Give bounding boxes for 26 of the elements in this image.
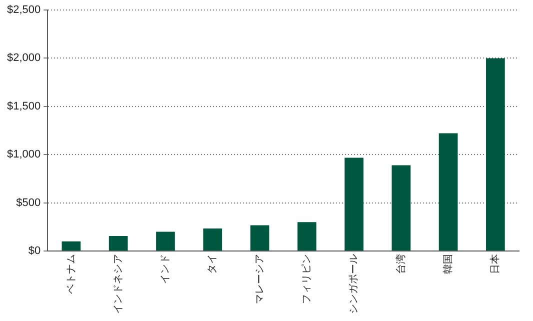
bar: [203, 228, 222, 250]
x-tick-label: シンガポール: [348, 254, 360, 314]
x-tick-label: インド: [160, 254, 172, 284]
y-tick-label: $1,000: [6, 148, 41, 161]
y-tick-label: $2,000: [6, 52, 41, 64]
y-tick-label: $2,500: [6, 4, 41, 16]
bar: [62, 241, 81, 250]
bar: [438, 133, 458, 250]
y-tick-label: $1,500: [6, 100, 41, 112]
x-tick-label: インドネシア: [112, 254, 124, 314]
bar: [108, 236, 128, 250]
x-tick-label: マレーシア: [254, 254, 266, 304]
x-tick-label: 日本: [489, 254, 502, 274]
x-tick-label: ベトナム: [66, 254, 77, 294]
bar: [344, 158, 364, 250]
bar: [297, 222, 316, 250]
bar: [250, 225, 270, 250]
x-tick-label: タイ: [207, 254, 218, 274]
y-tick-label: $0: [28, 245, 41, 258]
x-tick-label: フィリピン: [301, 254, 312, 304]
bar: [156, 232, 175, 250]
x-tick-label: 韓国: [442, 254, 454, 274]
y-tick-label: $500: [16, 196, 41, 209]
bar: [392, 165, 411, 250]
bar: [486, 58, 505, 250]
x-tick-label: 台湾: [394, 254, 407, 274]
